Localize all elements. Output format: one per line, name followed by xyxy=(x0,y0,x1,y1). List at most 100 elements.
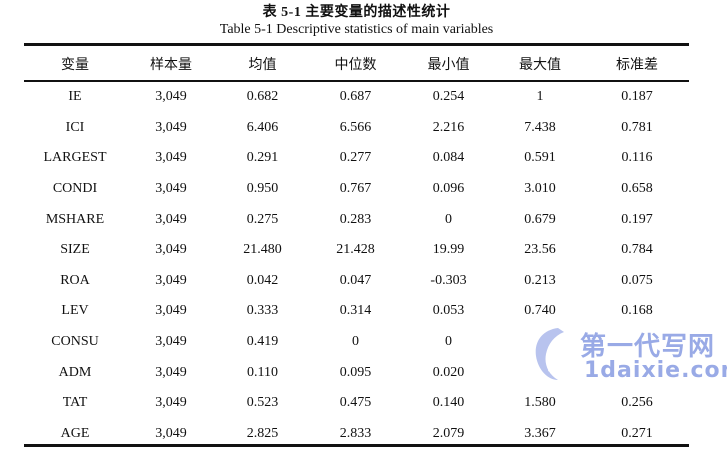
cell-std xyxy=(585,327,689,358)
cell-mean: 0.333 xyxy=(246,303,279,319)
top-rule xyxy=(24,43,689,46)
cell-max xyxy=(495,327,585,358)
cell-min: -0.303 xyxy=(430,272,467,288)
table-row: ROA 3,049 0.042 0.047 -0.303 0.213 0.075 xyxy=(24,266,689,297)
cell-median: 2.833 xyxy=(339,425,372,441)
cell-min: 0 xyxy=(445,211,452,227)
cell-max xyxy=(495,357,585,388)
cell-sample-size: 3,049 xyxy=(155,150,187,166)
header-max: 最大值 xyxy=(519,57,561,73)
cell-std: 0.187 xyxy=(621,89,653,105)
cell-sample-size: 3,049 xyxy=(155,364,187,380)
cell-min: 0.254 xyxy=(432,89,465,105)
bottom-rule xyxy=(24,444,689,447)
cell-min: 0 xyxy=(445,334,452,350)
table-row: TAT 3,049 0.523 0.475 0.140 1.580 0.256 xyxy=(24,388,689,419)
table-row: SIZE 3,049 21.480 21.428 19.99 23.56 0.7… xyxy=(24,235,689,266)
cell-std: 0.075 xyxy=(621,272,653,288)
cell-sample-size: 3,049 xyxy=(155,303,187,319)
cell-mean: 0.042 xyxy=(246,272,279,288)
header-median: 中位数 xyxy=(334,57,377,73)
cell-min: 0.140 xyxy=(432,395,465,411)
table-caption-english: Table 5-1 Descriptive statistics of main… xyxy=(219,22,494,37)
header-variable: 变量 xyxy=(61,57,89,73)
cell-median: 0.475 xyxy=(339,395,372,411)
cell-median: 0.277 xyxy=(339,150,372,166)
cell-median: 0.687 xyxy=(339,89,372,105)
cell-max: 0.679 xyxy=(524,211,556,227)
table-row: CONSU 3,049 0.419 0 0 xyxy=(24,327,689,358)
cell-sample-size: 3,049 xyxy=(155,181,187,197)
cell-min: 0.096 xyxy=(432,181,465,197)
table-row: LARGEST 3,049 0.291 0.277 0.084 0.591 0.… xyxy=(24,143,689,174)
cell-mean: 0.291 xyxy=(246,150,279,166)
cell-sample-size: 3,049 xyxy=(155,395,187,411)
header-row: 变量 样本量 均值 中位数 最小值 最大值 标准差 xyxy=(24,47,689,80)
cell-sample-size: 3,049 xyxy=(155,211,187,227)
table-row: AGE 3,049 2.825 2.833 2.079 3.367 0.271 xyxy=(24,419,689,450)
cell-std: 0.256 xyxy=(621,395,653,411)
cell-mean: 0.950 xyxy=(246,181,279,197)
cell-median: 0.283 xyxy=(339,211,372,227)
table-row: ICI 3,049 6.406 6.566 2.216 7.438 0.781 xyxy=(24,113,689,144)
cell-mean: 0.110 xyxy=(247,364,278,380)
cell-median: 0.095 xyxy=(339,364,372,380)
descriptive-statistics-table: 变量 样本量 均值 中位数 最小值 最大值 标准差 IE 3,049 0.682… xyxy=(24,47,689,449)
header-mean: 均值 xyxy=(248,57,277,73)
cell-median: 0.047 xyxy=(339,272,372,288)
cell-std: 0.271 xyxy=(621,425,653,441)
table-row: IE 3,049 0.682 0.687 0.254 1 0.187 xyxy=(24,80,689,113)
cell-max: 3.367 xyxy=(524,425,556,441)
cell-max: 0.213 xyxy=(524,272,556,288)
cell-max: 3.010 xyxy=(524,181,556,197)
cell-variable: IE xyxy=(68,89,82,105)
header-sample-size: 样本量 xyxy=(150,57,192,73)
cell-max: 23.56 xyxy=(524,242,556,258)
cell-mean: 0.523 xyxy=(246,395,279,411)
cell-variable: ROA xyxy=(60,272,90,288)
cell-min: 0.053 xyxy=(432,303,465,319)
header-rule xyxy=(24,80,689,82)
cell-median: 21.428 xyxy=(336,242,375,258)
cell-std: 0.197 xyxy=(621,211,653,227)
table-row: LEV 3,049 0.333 0.314 0.053 0.740 0.168 xyxy=(24,296,689,327)
cell-variable: ICI xyxy=(65,119,85,135)
cell-min: 2.216 xyxy=(432,119,465,135)
cell-max: 1 xyxy=(536,89,544,105)
cell-std: 0.168 xyxy=(621,303,653,319)
cell-variable: TAT xyxy=(62,395,88,411)
cell-max: 0.740 xyxy=(524,303,556,319)
cell-std: 0.116 xyxy=(621,150,653,166)
cell-variable: CONDI xyxy=(52,181,98,197)
cell-variable: ADM xyxy=(58,364,92,380)
cell-variable: CONSU xyxy=(51,334,99,350)
cell-min: 2.079 xyxy=(432,425,465,441)
cell-max: 0.591 xyxy=(524,150,556,166)
cell-std: 0.658 xyxy=(621,181,653,197)
table-row: MSHARE 3,049 0.275 0.283 0 0.679 0.197 xyxy=(24,204,689,235)
cell-sample-size: 3,049 xyxy=(155,242,187,258)
table-row: CONDI 3,049 0.950 0.767 0.096 3.010 0.65… xyxy=(24,174,689,205)
cell-median: 6.566 xyxy=(339,119,372,135)
cell-median: 0.767 xyxy=(339,181,372,197)
cell-sample-size: 3,049 xyxy=(155,334,187,350)
cell-variable: AGE xyxy=(60,425,90,441)
cell-std: 0.784 xyxy=(621,242,653,258)
cell-sample-size: 3,049 xyxy=(155,425,187,441)
cell-min: 0.084 xyxy=(432,150,465,166)
cell-min: 19.99 xyxy=(432,242,465,258)
cell-variable: MSHARE xyxy=(45,211,105,227)
cell-mean: 2.825 xyxy=(246,425,279,441)
cell-mean: 0.682 xyxy=(246,89,279,105)
cell-median: 0.314 xyxy=(339,303,372,319)
table-row: ADM 3,049 0.110 0.095 0.020 xyxy=(24,357,689,388)
cell-sample-size: 3,049 xyxy=(155,272,187,288)
cell-max: 1.580 xyxy=(524,395,556,411)
cell-std: 0.781 xyxy=(621,119,653,135)
cell-std xyxy=(585,357,689,388)
cell-variable: LEV xyxy=(61,303,89,319)
cell-variable: SIZE xyxy=(60,242,90,258)
cell-mean: 21.480 xyxy=(243,242,282,258)
header-std: 标准差 xyxy=(616,57,658,73)
cell-sample-size: 3,049 xyxy=(155,89,187,105)
